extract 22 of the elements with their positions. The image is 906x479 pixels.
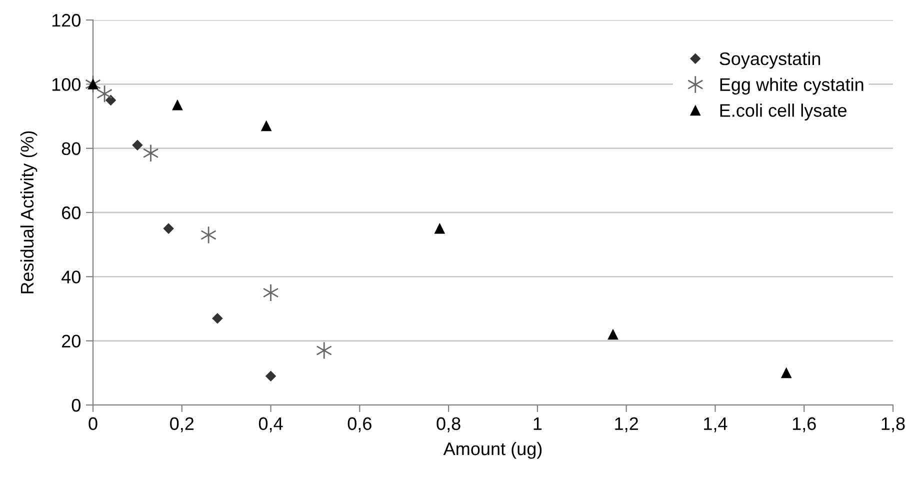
x-tick-label: 1,4 [704,417,728,432]
y-axis-title: Residual Activity (%) [20,131,38,294]
x-tick-label: 0,8 [436,417,460,432]
x-tick-label: 0 [88,417,98,430]
y-tick-label: 80 [62,142,80,156]
x-tick-label: 1,6 [792,417,816,432]
y-tick-label: 20 [62,334,80,348]
y-tick-label: 120 [52,14,80,27]
x-tick-label: 0,6 [348,417,372,432]
legend-label: Soyacystatin [720,52,820,69]
x-tick-label: 0,4 [258,417,283,432]
x-axis-title: Amount (ug) [443,442,542,459]
y-tick-label: 100 [52,78,80,91]
x-tick-label: 1 [534,417,542,430]
y-tick-label: 0 [72,398,80,412]
y-tick-label: 60 [62,206,80,220]
x-tick-label: 1,2 [615,417,638,432]
x-tick-label: 1,8 [882,417,905,432]
legend-label: E.coli cell lysate [720,104,846,120]
x-tick-label: 0,2 [170,417,194,432]
legend-label: Egg white cystatin [720,78,864,95]
y-tick-label: 40 [62,270,80,284]
